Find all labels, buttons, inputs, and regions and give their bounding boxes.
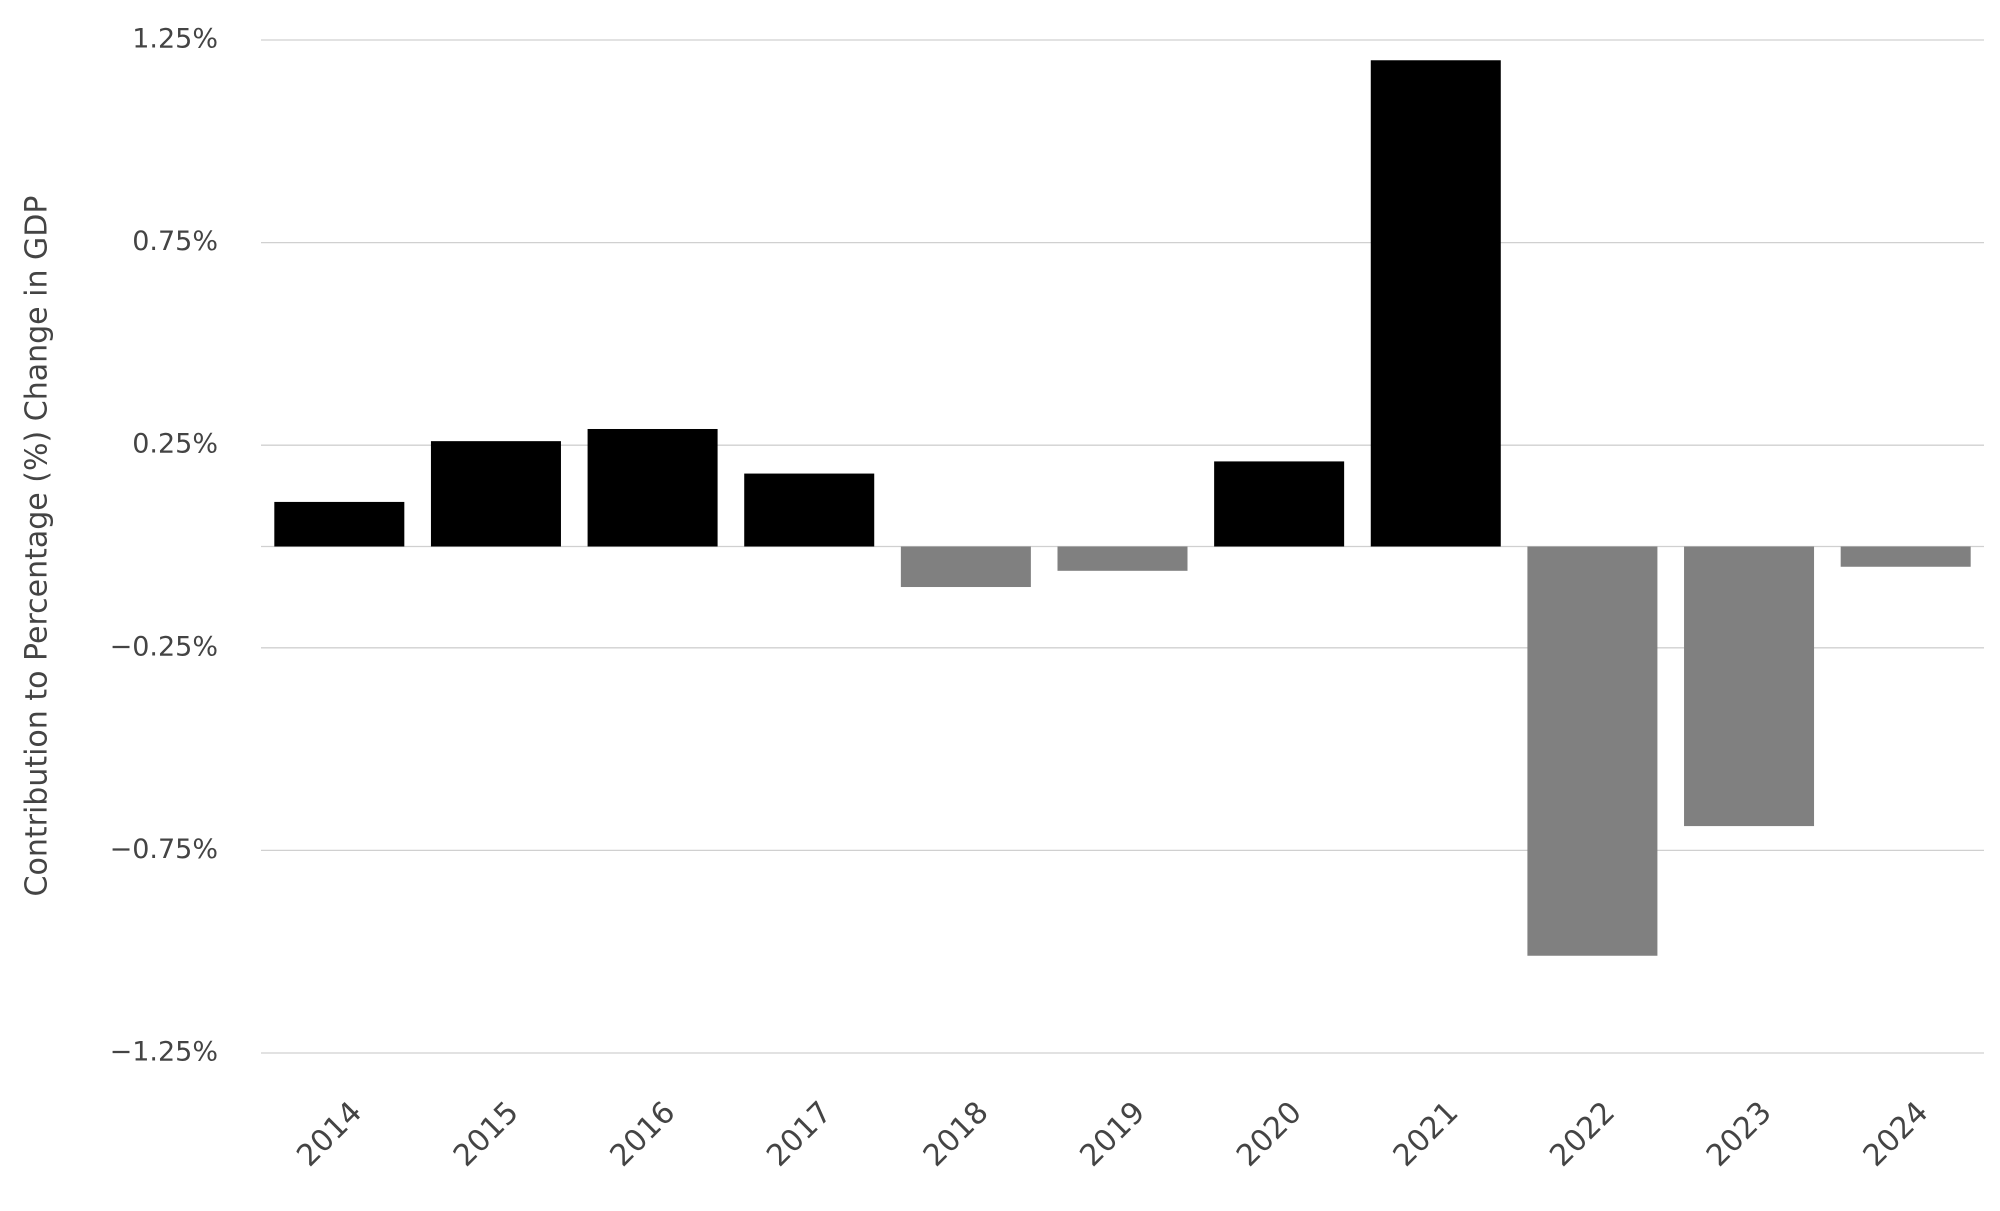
x-tick-label: 2021 [1387,1095,1466,1174]
bar [744,473,875,547]
x-tick-label: 2024 [1857,1095,1936,1174]
x-tick-label: 2020 [1230,1095,1309,1174]
bar [1527,546,1658,956]
x-tick-label: 2019 [1073,1095,1152,1174]
bar [274,501,405,547]
x-tick-label: 2018 [917,1095,996,1174]
y-tick-label: 1.25% [132,24,218,55]
bar [1214,461,1345,547]
y-tick-label: −0.75% [110,834,218,865]
y-tick-label: 0.25% [132,429,218,460]
y-tick-label: 0.75% [132,226,218,257]
bar [1370,60,1501,547]
bar [430,441,561,547]
bar [1684,546,1815,827]
bar [1057,546,1188,571]
y-axis-title: Contribution to Percentage (%) Change in… [20,196,55,897]
x-tick-label: 2022 [1543,1095,1622,1174]
x-tick-label: 2023 [1700,1095,1779,1174]
x-tick-label: 2017 [760,1095,839,1174]
bar [587,428,718,547]
x-tick-label: 2016 [604,1095,683,1174]
x-tick-label: 2014 [290,1095,369,1174]
bar [1840,546,1971,567]
x-tick-label: 2015 [447,1095,526,1174]
y-tick-label: −0.25% [110,631,218,662]
y-tick-label: −1.25% [110,1037,218,1068]
bar [900,546,1031,588]
